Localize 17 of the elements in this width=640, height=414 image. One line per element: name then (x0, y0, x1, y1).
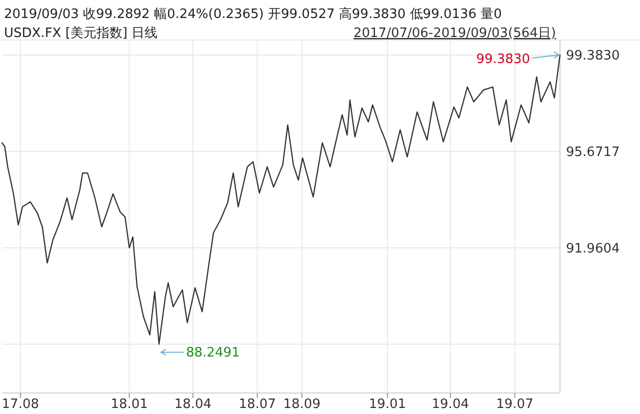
y-tick-label: 99.3830 (566, 48, 620, 64)
line-series (1, 54, 561, 345)
annotation: 2017/07/06-2019/09/03(564日) (353, 26, 556, 41)
x-tick-label: 18.04 (174, 397, 212, 412)
text: 2019/09/03 收99.2892 幅0.24%(0.2365) 开99.0527 高99.3830 低99.0136 量0 (4, 6, 502, 22)
x-tick-label: 19.04 (432, 397, 469, 412)
x-tick-label: 19.07 (496, 397, 534, 412)
x-tick-label: 18.09 (283, 397, 320, 412)
chart-title: USDX.FX [美元指数] 日线 (4, 25, 158, 41)
annotation: 99.3830 (476, 52, 530, 67)
y-tick-label: 91.9604 (566, 241, 620, 256)
annotation: 88.2491 (186, 346, 240, 361)
x-tick-label: 17.08 (2, 397, 39, 412)
x-tick-label: 18.07 (238, 397, 276, 412)
x-tick-label: 19.01 (368, 397, 406, 412)
x-tick-label: 18.01 (110, 397, 148, 412)
y-tick-label: 95.6717 (566, 144, 620, 160)
